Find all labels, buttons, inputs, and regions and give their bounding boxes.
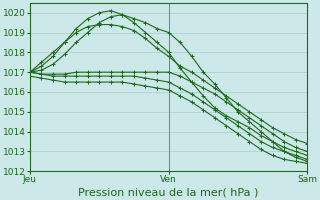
X-axis label: Pression niveau de la mer( hPa ): Pression niveau de la mer( hPa ) [78, 187, 259, 197]
